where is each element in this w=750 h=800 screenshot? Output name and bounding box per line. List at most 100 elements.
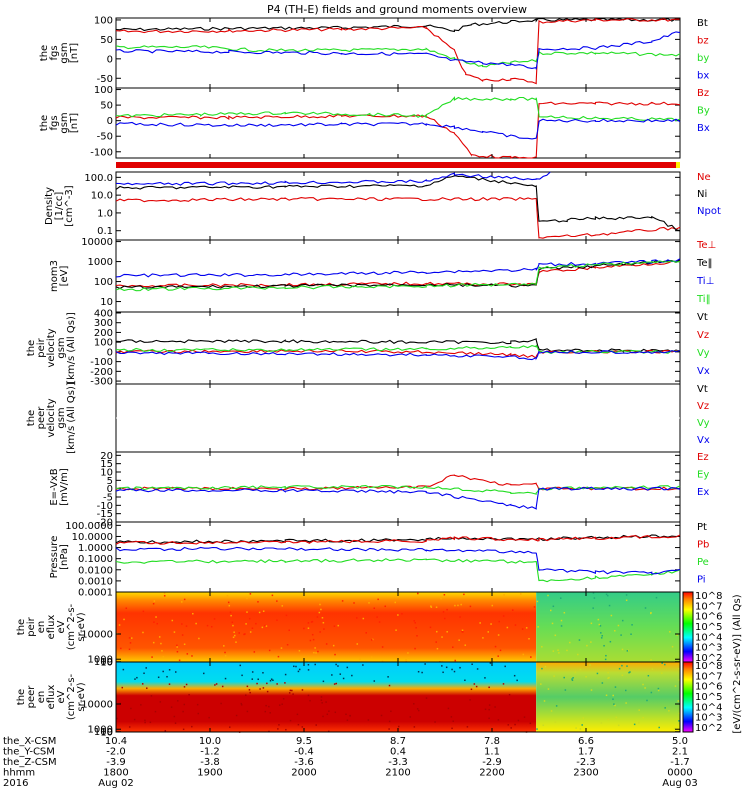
legend-entry: Bx bbox=[697, 123, 710, 134]
spectrogram-pixel bbox=[516, 679, 518, 682]
spectrogram-pixel bbox=[593, 597, 596, 599]
ephemeris-value: 8.7 bbox=[390, 736, 406, 747]
spectrogram-pixel bbox=[644, 607, 647, 609]
spectrogram-pixel bbox=[345, 713, 347, 716]
spectrogram-pixel bbox=[249, 691, 251, 694]
spectrogram-pixel bbox=[317, 650, 319, 653]
y-tick-label: 300 bbox=[94, 318, 113, 329]
spectrogram-pixel bbox=[378, 621, 381, 623]
colorbar-tick-label: 10^3 bbox=[695, 713, 722, 724]
y-tick-label: 100.0 bbox=[84, 173, 113, 184]
spectrogram-pixel bbox=[298, 650, 301, 652]
spectrogram-pixel bbox=[466, 726, 469, 728]
spectrogram-pixel bbox=[590, 689, 593, 691]
spectrogram-pixel bbox=[293, 665, 295, 668]
spectrogram-pixel bbox=[136, 676, 138, 679]
legend-entry: bx bbox=[697, 71, 709, 82]
spectrogram-pixel bbox=[276, 600, 278, 602]
spectrogram-pixel bbox=[337, 624, 340, 627]
spectrogram-pixel bbox=[168, 669, 171, 671]
spectrogram-pixel bbox=[600, 632, 602, 634]
spectrogram-pixel bbox=[191, 655, 193, 657]
spectrogram-pixel bbox=[353, 602, 355, 604]
spectrogram-pixel bbox=[577, 653, 579, 656]
y-tick-label: 1000 bbox=[88, 257, 113, 268]
spectrogram-pixel bbox=[678, 679, 681, 681]
ephemeris-value: -1.2 bbox=[200, 747, 220, 758]
spectrogram-pixel bbox=[579, 728, 582, 730]
spectrogram-pixel bbox=[266, 690, 269, 693]
spectrogram-pixel bbox=[586, 644, 588, 647]
spectrogram-pixel bbox=[377, 598, 379, 601]
spectrogram-pixel bbox=[272, 679, 274, 682]
y-tick-label: -100 bbox=[90, 147, 113, 158]
spectrogram-pixel bbox=[603, 644, 605, 647]
spectrogram-pixel bbox=[621, 664, 623, 667]
spectrogram-pixel bbox=[178, 659, 181, 662]
spectrogram-pixel bbox=[365, 632, 367, 634]
spectrogram-pixel bbox=[285, 728, 287, 731]
spectrogram-pixel bbox=[469, 699, 471, 701]
spectrogram-pixel bbox=[232, 624, 234, 627]
legend-entry: Vz bbox=[697, 330, 709, 341]
ephemeris-value: 0.4 bbox=[390, 747, 406, 758]
spectrogram-pixel bbox=[349, 714, 351, 717]
spectrogram-pixel bbox=[220, 702, 222, 705]
spectrogram-pixel bbox=[513, 674, 516, 677]
spectrogram-pixel bbox=[130, 707, 132, 710]
ephemeris-value: -2.3 bbox=[576, 757, 596, 768]
colorbar-strip bbox=[682, 591, 694, 663]
spectrogram-pixel bbox=[646, 699, 648, 702]
spectrogram-pixel bbox=[388, 720, 391, 723]
spectrogram-pixel bbox=[142, 610, 145, 613]
spectrogram-pixel bbox=[506, 626, 509, 629]
spectrogram-pixel bbox=[541, 667, 543, 670]
spectrogram-pixel bbox=[581, 724, 583, 726]
ephemeris-value: Aug 02 bbox=[98, 778, 133, 789]
ephemeris-row-label: hhmm bbox=[3, 768, 35, 779]
spectrogram-pixel bbox=[314, 663, 316, 666]
y-tick-label: 0.1000 bbox=[78, 554, 113, 565]
spectrogram-pixel bbox=[141, 683, 144, 685]
legend-entry: Pb bbox=[697, 540, 709, 551]
y-tick-label: 400 bbox=[94, 308, 113, 319]
spectrogram-pixel bbox=[390, 710, 392, 713]
spectrogram-pixel bbox=[232, 636, 235, 639]
spectrogram-pixel bbox=[494, 645, 497, 648]
spectrogram-pixel bbox=[416, 635, 418, 637]
series-line-Bz bbox=[115, 101, 681, 159]
spectrogram-pixel bbox=[181, 634, 184, 636]
spectrogram-pixel bbox=[621, 648, 624, 651]
spectrogram-pixel bbox=[298, 668, 301, 671]
quality-flag-end bbox=[676, 162, 680, 168]
spectrogram-pixel bbox=[564, 689, 567, 691]
spectrogram-pixel bbox=[224, 677, 227, 680]
spectrogram-pixel bbox=[497, 655, 499, 657]
y-tick-label: -10 bbox=[97, 501, 113, 512]
ephemeris-value: 2300 bbox=[573, 768, 598, 779]
spectrogram-pixel bbox=[528, 637, 530, 640]
spectrogram-pixel bbox=[554, 721, 557, 723]
spectrogram-pixel bbox=[557, 649, 559, 651]
spectrogram-pixel bbox=[542, 724, 545, 727]
spectrogram-pixel bbox=[610, 614, 613, 617]
legend-entry: Ne bbox=[697, 172, 711, 183]
spectrogram-pixel bbox=[255, 622, 257, 625]
spectrogram-pixel bbox=[235, 714, 238, 717]
spectrogram-pixel bbox=[160, 642, 162, 645]
spectrogram-pixel bbox=[618, 667, 621, 670]
spectrogram-pixel bbox=[401, 613, 403, 615]
spectrogram-pixel bbox=[424, 663, 426, 665]
spectrogram-pixel bbox=[174, 671, 177, 673]
spectrogram-pixel bbox=[443, 594, 446, 596]
panel-frame bbox=[115, 451, 681, 523]
spectrogram-pixel bbox=[185, 625, 188, 627]
spectrogram-pixel bbox=[240, 702, 243, 705]
spectrogram-pixel bbox=[625, 689, 627, 692]
spectrogram-pixel bbox=[592, 592, 595, 594]
spectrogram-pixel bbox=[334, 653, 336, 656]
panel-frame bbox=[115, 239, 681, 313]
y-tick-label: 10000 bbox=[81, 630, 113, 641]
